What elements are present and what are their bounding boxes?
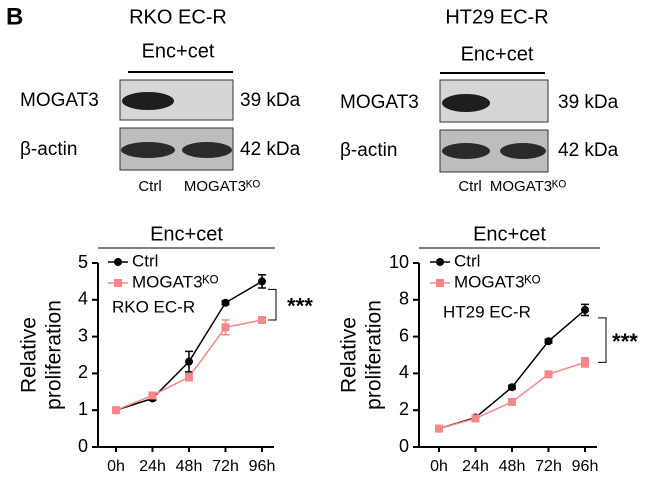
annotation: RKO EC-R [112,297,195,316]
point [435,424,443,433]
blot-title: RKO EC-R [129,6,227,28]
y-tick-label: 4 [78,289,88,309]
chart-title: Enc+cet [473,223,546,245]
point [185,357,193,366]
protein-label: MOGAT3 [20,90,99,111]
y-axis-label: proliferation [43,300,66,410]
significance-bracket [268,288,277,321]
point [221,323,230,332]
protein-label: β-actin [340,140,397,161]
band [442,94,490,112]
legend-marker [436,258,444,266]
x-tick-label: 48h [499,458,526,475]
protein-label: β-actin [20,139,77,160]
size-label: 39 kDa [240,90,301,111]
legend-marker [436,279,444,287]
x-tick-label: 96h [249,458,276,475]
blot-title: HT29 EC-R [445,6,548,28]
point [221,298,230,307]
band [442,143,490,159]
lane-label: MOGAT3ᴷᴼ [490,178,567,195]
y-axis-label: proliferation [363,300,386,410]
point [112,406,120,415]
y-tick-label: 6 [399,325,409,345]
point [544,370,553,379]
x-tick-label: 72h [535,458,562,475]
x-tick-label: 24h [462,458,489,475]
point [185,373,193,382]
y-axis-label: Relative [18,317,41,393]
x-tick-label: 0h [107,458,125,475]
point [508,397,516,406]
point [581,358,589,367]
band [500,143,546,159]
point [508,383,516,392]
x-tick-label: 72h [212,458,239,475]
x-tick-label: 96h [572,458,599,475]
blot-title: Enc+cet [461,43,534,65]
x-tick-label: 48h [176,458,203,475]
legend-label: Ctrl [454,251,480,270]
legend-label: MOGAT3ᴷᴼ [132,272,219,291]
point [258,277,266,286]
y-tick-label: 3 [78,325,88,345]
x-tick-label: 24h [139,458,166,475]
band [122,92,174,110]
significance-bracket [598,317,607,363]
y-tick-label: 8 [399,289,409,309]
lane-label: Ctrl [138,178,161,195]
lane-label: Ctrl [458,178,481,195]
protein-label: MOGAT3 [340,92,419,113]
y-axis-label: Relative [338,317,361,393]
significance-label: *** [612,329,638,354]
panel-label: B [6,3,23,30]
annotation: HT29 EC-R [443,302,531,321]
y-tick-label: 10 [389,252,409,272]
blot-title: Enc+cet [142,40,215,62]
legend-marker [114,279,122,287]
band [182,142,232,158]
y-tick-label: 5 [78,252,88,272]
band [121,142,175,158]
y-tick-label: 0 [399,436,409,456]
y-tick-label: 1 [78,399,88,419]
point [148,391,157,400]
legend-label: Ctrl [132,251,158,270]
legend-label: MOGAT3ᴷᴼ [454,272,541,291]
y-tick-label: 2 [78,362,88,382]
series-line [438,361,586,430]
chart-title: Enc+cet [150,223,223,245]
size-label: 42 kDa [558,140,619,161]
point [581,305,589,314]
legend-marker [114,258,122,266]
point [544,337,553,346]
y-tick-label: 4 [399,362,409,382]
blot-images [119,79,549,173]
size-label: 42 kDa [240,139,301,160]
size-label: 39 kDa [558,92,619,113]
y-tick-label: 0 [78,436,88,456]
significance-label: *** [287,294,313,319]
point [471,414,480,423]
x-tick-label: 0h [430,458,448,475]
lane-label: MOGAT3ᴷᴼ [184,178,261,195]
point [258,316,266,325]
y-tick-label: 2 [399,399,409,419]
